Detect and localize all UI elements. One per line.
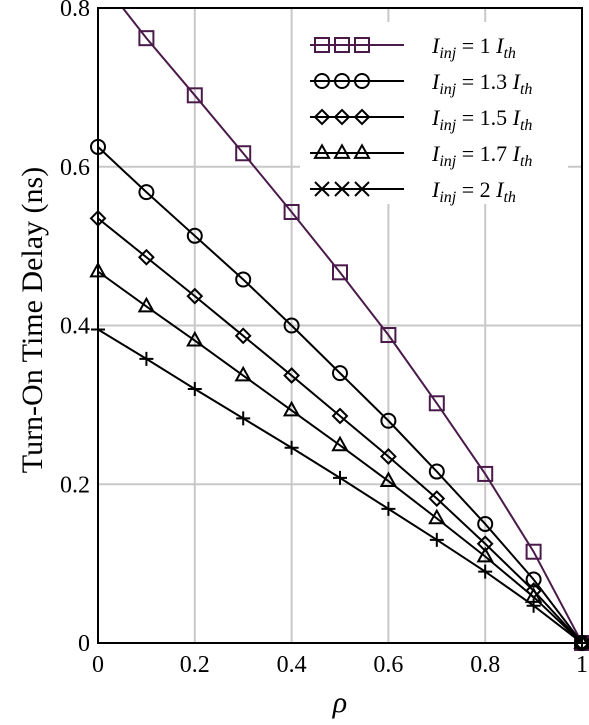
marker-square: [332, 264, 348, 281]
marker-cross: [334, 181, 350, 197]
marker-plus: [429, 532, 444, 547]
y-axis-title: Turn-On Time Delay (ns): [16, 167, 49, 473]
legend-label: Iinj = 2 Ith: [431, 177, 516, 206]
marker-triangle: [313, 143, 331, 159]
marker-diamond: [137, 248, 155, 266]
series-line: [121, 8, 582, 643]
marker-plus: [236, 411, 251, 426]
marker-square: [380, 327, 397, 344]
marker-diamond: [186, 287, 204, 305]
marker-diamond: [313, 108, 331, 126]
marker-diamond: [234, 327, 252, 345]
marker-square: [334, 37, 350, 53]
legend-label: Iinj = 1.7 Ith: [431, 141, 532, 170]
legend-entry: Iinj = 1 Ith: [310, 33, 516, 62]
series-line: [98, 270, 582, 643]
x-tick-label: 0.8: [470, 652, 500, 678]
legend-label: Iinj = 1.3 Ith: [431, 69, 532, 98]
marker-circle: [428, 463, 445, 480]
marker-circle: [477, 515, 494, 532]
marker-square: [428, 395, 445, 412]
marker-plus: [381, 501, 396, 516]
marker-square: [314, 37, 330, 53]
x-tick-label: 0: [92, 652, 104, 678]
marker-square: [354, 37, 370, 53]
marker-circle: [283, 317, 300, 334]
y-tick-label: 0.6: [60, 155, 90, 181]
marker-plus: [333, 470, 347, 485]
marker-circle: [138, 184, 155, 201]
marker-circle: [186, 227, 203, 244]
series-layer: [89, 8, 589, 652]
legend: Iinj = 1 Ith Iinj = 1.3 Ith Iinj = 1.5 Ith…: [300, 22, 568, 206]
marker-triangle: [282, 400, 301, 417]
marker-diamond: [353, 108, 371, 126]
series-line: [98, 217, 582, 643]
marker-square: [186, 87, 203, 104]
series-1: [121, 8, 589, 651]
marker-plus: [284, 440, 299, 455]
marker-cross: [354, 181, 370, 197]
legend-entry: Iinj = 2 Ith: [310, 177, 516, 206]
marker-circle: [332, 365, 348, 382]
y-tick-label: 0: [78, 631, 90, 657]
x-tick-label: 0.6: [373, 652, 403, 678]
legend-entry: Iinj = 1.7 Ith: [310, 141, 532, 170]
marker-plus: [478, 564, 493, 579]
marker-circle: [314, 73, 330, 89]
marker-triangle: [379, 471, 398, 487]
marker-diamond: [428, 490, 446, 507]
marker-square: [235, 145, 252, 162]
marker-triangle: [333, 143, 351, 159]
axis-ticks: 0 0.2 0.4 0.6 0.8 1 0 0.2 0.4 0.6 0.8: [60, 0, 588, 678]
x-tick-label: 0.2: [180, 652, 210, 678]
marker-triangle: [186, 330, 204, 347]
marker-diamond: [283, 367, 301, 384]
marker-plus: [139, 351, 154, 366]
y-tick-label: 0.2: [60, 472, 90, 498]
marker-diamond: [379, 448, 397, 465]
marker-triangle: [234, 365, 252, 382]
marker-circle: [235, 271, 252, 288]
marker-triangle: [331, 435, 349, 452]
marker-square: [138, 30, 155, 47]
marker-circle: [380, 412, 397, 429]
y-tick-label: 0.4: [60, 314, 90, 340]
marker-square: [525, 543, 542, 560]
marker-circle: [525, 571, 542, 588]
marker-circle: [354, 73, 370, 89]
legend-label: Iinj = 1.5 Ith: [431, 105, 532, 134]
marker-circle: [334, 73, 350, 89]
series-4: [89, 261, 589, 649]
marker-square: [477, 465, 494, 482]
marker-plus: [526, 598, 541, 613]
marker-diamond: [333, 108, 351, 126]
plot-frame: [97, 7, 583, 644]
marker-triangle: [476, 546, 494, 563]
y-tick-label: 0.8: [60, 0, 90, 22]
marker-triangle: [137, 296, 156, 313]
legend-label: Iinj = 1 Ith: [431, 33, 516, 62]
marker-square: [283, 203, 300, 220]
x-axis-title: ρ: [332, 686, 347, 719]
marker-triangle: [428, 508, 446, 525]
x-tick-label: 0.4: [277, 652, 307, 678]
marker-plus: [187, 382, 202, 396]
series-line: [98, 146, 582, 643]
x-tick-label: 1: [576, 652, 588, 678]
legend-entry: Iinj = 1.5 Ith: [310, 105, 532, 134]
marker-cross: [314, 181, 330, 197]
marker-triangle: [353, 143, 371, 159]
marker-diamond: [331, 407, 349, 425]
legend-entry: Iinj = 1.3 Ith: [310, 69, 532, 98]
